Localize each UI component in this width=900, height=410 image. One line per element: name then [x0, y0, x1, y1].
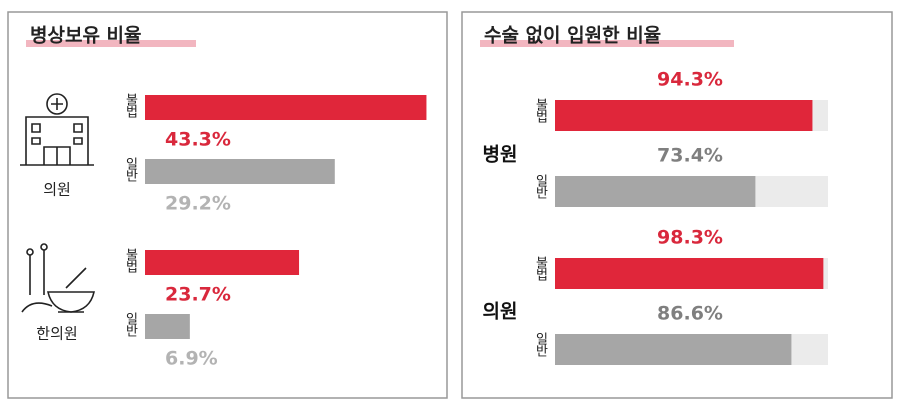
series-label: 불법: [533, 98, 548, 123]
category-label: 의원: [483, 301, 518, 323]
bar: [145, 159, 335, 184]
series-label: 불법: [123, 93, 138, 118]
title-highlight: [26, 40, 196, 47]
title-highlight: [480, 40, 734, 47]
value-label: 6.9%: [165, 348, 218, 370]
value-label: 23.7%: [165, 284, 231, 306]
bar: [555, 100, 813, 131]
value-label: 86.6%: [657, 303, 723, 325]
value-label: 73.4%: [657, 145, 723, 167]
series-label: 불법: [533, 256, 548, 281]
bar: [555, 334, 792, 365]
chart-title: 수술 없이 입원한 비율: [484, 25, 661, 47]
herbal-icon: [21, 243, 95, 313]
bar: [145, 250, 300, 275]
series-label: 불법: [123, 248, 138, 273]
series-label: 일반: [123, 157, 138, 182]
hospital-icon: [20, 93, 94, 166]
category-label: 병원: [483, 144, 518, 166]
bar: [555, 176, 756, 207]
value-label: 43.3%: [165, 129, 231, 151]
value-label: 29.2%: [165, 193, 231, 215]
series-label: 일반: [533, 332, 548, 357]
value-label: 94.3%: [657, 69, 723, 91]
series-label: 일반: [533, 174, 548, 199]
bar: [555, 258, 824, 289]
bar: [145, 314, 190, 339]
chart-title: 병상보유 비율: [30, 25, 142, 47]
category-label: 한의원: [36, 325, 77, 343]
bar: [145, 95, 427, 120]
value-label: 98.3%: [657, 227, 723, 249]
series-label: 일반: [123, 312, 138, 337]
panel-frame: [7, 11, 448, 399]
category-label: 의원: [43, 181, 71, 199]
